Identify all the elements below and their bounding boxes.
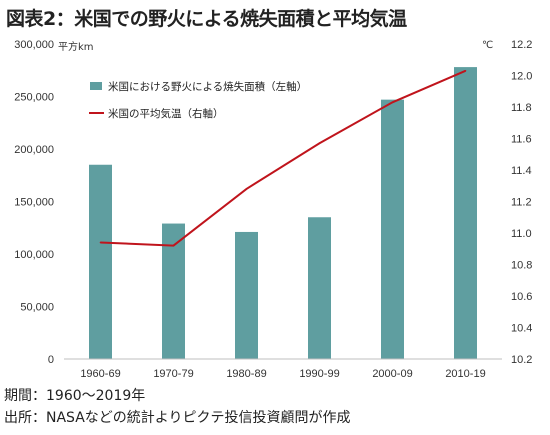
- legend-bar-swatch: [90, 82, 102, 90]
- temperature-point: [391, 101, 394, 104]
- right-axis-unit: ℃: [482, 40, 493, 51]
- left-tick-label: 100,000: [14, 249, 54, 261]
- bar: [162, 223, 185, 359]
- left-tick-label: 200,000: [14, 144, 54, 156]
- bar: [454, 67, 477, 359]
- right-tick-label: 11.8: [511, 102, 532, 114]
- left-tick-label: 250,000: [14, 92, 54, 104]
- left-tick-label: 0: [48, 354, 54, 366]
- right-axis: 10.2 10.4 10.6 10.8 11.0 11.2 11.4 11.6 11.8 12.0…: [511, 39, 532, 366]
- temperature-line: [99, 69, 467, 247]
- right-tick-label: 11.6: [511, 134, 532, 146]
- temperature-series-line: [100, 69, 466, 247]
- footnote-source: 出所：NASAなどの統計よりピクテ投信投資顧問が作成: [4, 410, 351, 426]
- right-tick-label: 12.2: [511, 39, 532, 51]
- bar: [89, 164, 112, 359]
- temperature-point: [172, 244, 175, 247]
- temperature-point: [464, 69, 467, 72]
- temperature-point: [318, 142, 321, 145]
- bars: [89, 67, 477, 360]
- right-tick-label: 10.4: [511, 323, 532, 335]
- x-tick-label: 2010-19: [445, 368, 485, 380]
- x-tick-label: 1960-69: [80, 368, 120, 380]
- right-tick-label: 11.0: [511, 228, 532, 240]
- x-tick-label: 2000-09: [372, 368, 412, 380]
- right-tick-label: 10.6: [511, 291, 532, 303]
- legend-line-label: 米国の平均気温（右軸）: [108, 107, 224, 120]
- right-tick-label: 12.0: [511, 71, 532, 83]
- left-tick-label: 50,000: [20, 302, 54, 314]
- right-tick-label: 10.8: [511, 260, 532, 272]
- x-axis: 1960-69 1970-79 1980-89 1990-99 2000-09 2010-…: [64, 358, 502, 380]
- left-tick-label: 300,000: [14, 39, 54, 51]
- temperature-point: [99, 241, 102, 244]
- left-tick-label: 150,000: [14, 197, 54, 209]
- bar: [308, 217, 331, 359]
- bar: [381, 99, 404, 360]
- legend-bar-label: 米国における野火による焼失面積（左軸）: [108, 80, 307, 93]
- left-axis: 0 50,000 100,000 150,000 200,000 250,000 300,0…: [14, 39, 54, 366]
- x-tick-label: 1970-79: [153, 368, 193, 380]
- right-tick-label: 10.2: [511, 354, 532, 366]
- temperature-point: [245, 188, 248, 190]
- chart-title: 図表2：米国での野火による焼失面積と平均気温: [6, 8, 407, 30]
- right-tick-label: 11.4: [511, 165, 532, 177]
- left-axis-unit: 平方km: [58, 40, 94, 53]
- footnote-period: 期間：1960～2019年: [4, 388, 146, 404]
- bar: [235, 231, 258, 359]
- x-tick-label: 1980-89: [226, 368, 266, 380]
- right-tick-label: 11.2: [511, 197, 532, 209]
- legend: 米国における野火による焼失面積（左軸） 米国の平均気温（右軸）: [89, 80, 307, 120]
- x-tick-label: 1990-99: [299, 368, 339, 380]
- chart: 0 50,000 100,000 150,000 200,000 250,000 300,0…: [14, 39, 532, 380]
